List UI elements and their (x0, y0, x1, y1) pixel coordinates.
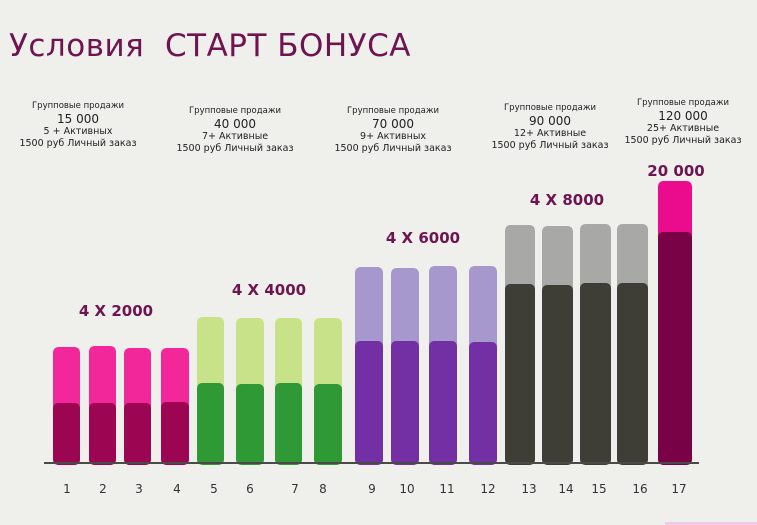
condition-block: Групповые продажи 120 000 25+ Активные 1500… (624, 97, 741, 147)
bar-9 (355, 267, 383, 465)
condition-personal-order: 1500 руб Личный заказ (624, 135, 742, 146)
x-tick-label: 6 (246, 482, 254, 496)
condition-caption: Групповые продажи (637, 98, 729, 108)
condition-sales-amount: 120 000 (658, 109, 708, 123)
x-tick-label: 9 (368, 482, 376, 496)
condition-personal-order: 1500 руб Личный заказ (176, 143, 294, 154)
bar-1 (53, 347, 80, 465)
bar-7 (275, 318, 302, 465)
condition-actives: 5 + Активных (43, 126, 113, 137)
bar-16 (617, 224, 648, 465)
group-bonus-label: 20 000 (647, 162, 705, 180)
condition-actives: 9+ Активных (360, 131, 426, 142)
x-tick-label: 3 (135, 482, 143, 496)
x-tick-label: 5 (210, 482, 218, 496)
x-tick-label: 2 (99, 482, 107, 496)
bar-dark-segment (124, 403, 151, 465)
decorative-corner-strip (665, 522, 757, 525)
bar-8 (314, 318, 342, 465)
condition-sales-amount: 90 000 (529, 114, 571, 128)
bar-15 (580, 224, 611, 465)
bar-14 (542, 226, 573, 465)
x-tick-label: 12 (480, 482, 496, 496)
condition-block: Групповые продажи 15 000 5 + Активных 1500 … (19, 100, 136, 150)
x-axis-baseline (44, 462, 699, 464)
condition-sales-amount: 15 000 (57, 112, 99, 126)
bar-11 (429, 266, 457, 465)
bar-dark-segment (542, 285, 573, 465)
bar-dark-segment (391, 341, 419, 465)
bar-dark-segment (53, 403, 80, 465)
x-tick-label: 13 (521, 482, 537, 496)
bar-dark-segment (89, 403, 116, 465)
bar-6 (236, 318, 264, 465)
x-tick-label: 11 (439, 482, 455, 496)
condition-personal-order: 1500 руб Личный заказ (491, 140, 609, 151)
condition-sales-amount: 70 000 (372, 117, 414, 131)
bar-3 (124, 348, 151, 465)
bar-dark-segment (580, 283, 611, 465)
group-bonus-label: 4 X 8000 (529, 191, 605, 209)
x-tick-label: 1 (63, 482, 71, 496)
bar-dark-segment (197, 383, 224, 465)
condition-caption: Групповые продажи (347, 106, 439, 116)
condition-personal-order: 1500 руб Личный заказ (334, 143, 452, 154)
x-tick-label: 7 (291, 482, 299, 496)
condition-personal-order: 1500 руб Личный заказ (19, 138, 137, 149)
condition-actives: 7+ Активные (201, 131, 269, 142)
bar-dark-segment (314, 384, 342, 465)
condition-caption: Групповые продажи (504, 103, 596, 113)
x-tick-label: 17 (671, 482, 687, 496)
condition-caption: Групповые продажи (189, 106, 281, 116)
bar-dark-segment (617, 283, 648, 465)
x-tick-label: 10 (399, 482, 415, 496)
bar-dark-segment (429, 341, 457, 465)
bar-2 (89, 346, 116, 465)
bar-dark-segment (505, 284, 535, 465)
bar-4 (161, 348, 189, 465)
bar-dark-segment (161, 402, 189, 465)
condition-actives: 12+ Активные (513, 128, 587, 139)
bar-5 (197, 317, 224, 465)
group-bonus-label: 4 X 2000 (78, 302, 154, 320)
group-bonus-label: 4 X 6000 (385, 229, 461, 247)
condition-block: Групповые продажи 70 000 9+ Активных 1500 р… (334, 105, 451, 155)
x-tick-label: 4 (173, 482, 181, 496)
x-tick-label: 15 (591, 482, 607, 496)
bar-dark-segment (236, 384, 264, 465)
bar-12 (469, 266, 497, 465)
condition-caption: Групповые продажи (32, 101, 124, 111)
condition-block: Групповые продажи 90 000 12+ Активные 1500 … (491, 102, 608, 152)
bar-dark-segment (355, 341, 383, 465)
bar-10 (391, 268, 419, 465)
group-bonus-label: 4 X 4000 (231, 281, 307, 299)
bar-dark-segment (275, 383, 302, 465)
condition-sales-amount: 40 000 (214, 117, 256, 131)
x-tick-label: 16 (632, 482, 648, 496)
condition-block: Групповые продажи 40 000 7+ Активные 1500 р… (176, 105, 293, 155)
x-tick-label: 8 (319, 482, 327, 496)
bar-17 (658, 181, 692, 465)
bar-13 (505, 225, 535, 465)
chart-title: Условия СТАРТ БОНУСА (9, 28, 411, 64)
condition-actives: 25+ Активные (646, 123, 720, 134)
bar-dark-segment (658, 232, 692, 465)
bar-dark-segment (469, 342, 497, 465)
x-tick-label: 14 (558, 482, 574, 496)
